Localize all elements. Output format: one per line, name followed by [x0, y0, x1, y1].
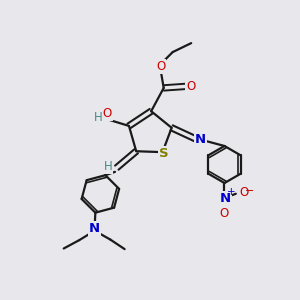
- Text: −: −: [245, 186, 254, 196]
- Text: +: +: [227, 187, 236, 197]
- Text: H: H: [94, 111, 102, 124]
- Text: O: O: [156, 60, 165, 73]
- Text: O: O: [220, 207, 229, 220]
- Text: H: H: [103, 160, 112, 173]
- Text: N: N: [220, 192, 231, 205]
- Text: O: O: [186, 80, 195, 93]
- Text: N: N: [89, 222, 100, 235]
- Text: N: N: [195, 133, 206, 146]
- Text: O: O: [103, 107, 112, 121]
- Text: S: S: [159, 147, 169, 160]
- Text: O: O: [239, 186, 248, 199]
